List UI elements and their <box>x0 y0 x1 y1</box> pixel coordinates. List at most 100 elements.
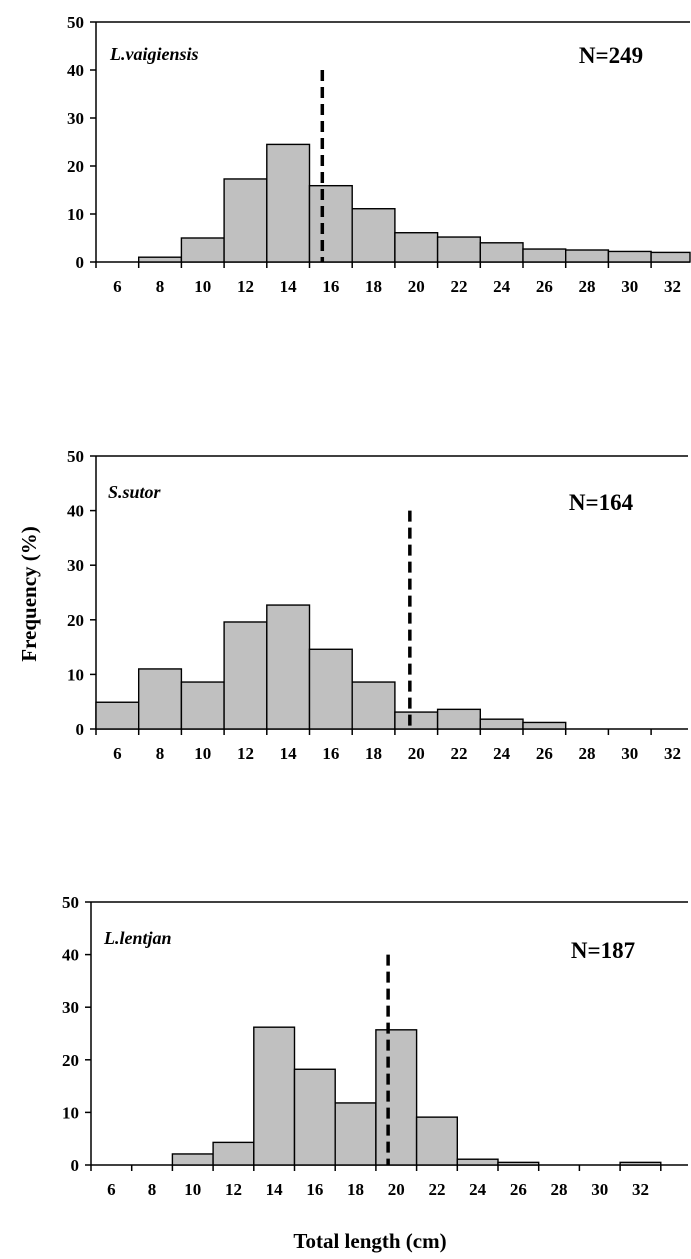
x-tick-label: 28 <box>579 277 596 296</box>
histogram-bar <box>607 250 652 263</box>
y-tick-label: 50 <box>62 893 79 912</box>
x-tick-label: 8 <box>156 744 165 763</box>
histogram-bar <box>436 236 482 263</box>
histogram-bar <box>180 681 225 730</box>
x-tick-label: 24 <box>493 277 511 296</box>
y-tick-label: 20 <box>62 1051 79 1070</box>
x-tick-label: 16 <box>322 744 339 763</box>
x-tick-label: 20 <box>388 1180 405 1199</box>
histogram-bar <box>394 711 439 730</box>
panel-l-lentjan: 0 10 20 30 40 50 6 8 10 12 14 16 18 20 22 24 26 28 30 32 L.l… <box>62 893 688 1199</box>
x-tick-label: 24 <box>493 744 511 763</box>
x-tick-label: 32 <box>664 277 681 296</box>
x-tick-label: 8 <box>148 1180 157 1199</box>
species-label: L.vaigiensis <box>109 44 199 64</box>
sample-size-label: N=187 <box>571 938 635 963</box>
x-tick-label: 30 <box>621 744 638 763</box>
histogram-bar <box>308 648 353 730</box>
x-tick-label: 14 <box>266 1180 284 1199</box>
histogram-bar <box>456 1158 499 1166</box>
x-tick-label: 28 <box>579 744 596 763</box>
histogram-bar <box>223 178 268 263</box>
y-tick-label: 10 <box>67 665 84 684</box>
histogram-bar <box>266 143 311 263</box>
y-tick-label: 30 <box>62 998 79 1017</box>
sample-size-label: N=164 <box>569 490 634 515</box>
x-tick-label: 6 <box>113 744 122 763</box>
y-tick-label: 40 <box>62 946 79 965</box>
x-tick-label: 30 <box>621 277 638 296</box>
x-tick-label: 26 <box>536 744 553 763</box>
x-tick-label: 14 <box>280 744 298 763</box>
x-tick-label: 28 <box>551 1180 568 1199</box>
histogram-bar <box>171 1153 214 1166</box>
histogram-bar <box>522 721 567 730</box>
histogram-bar <box>619 1161 662 1166</box>
y-tick-label: 0 <box>76 720 85 739</box>
x-tick-label: 16 <box>322 277 339 296</box>
histogram-bar <box>415 1116 459 1166</box>
x-tick-label: 20 <box>408 744 425 763</box>
histogram-bar <box>137 668 183 730</box>
histogram-bar <box>565 249 610 263</box>
histogram-bar <box>308 184 353 263</box>
x-tick-label: 32 <box>664 744 681 763</box>
y-tick-label: 40 <box>67 502 84 521</box>
x-tick-label: 22 <box>450 744 467 763</box>
histogram-bar <box>137 256 183 263</box>
histogram-bar <box>351 208 396 263</box>
histogram-bar <box>497 1161 540 1166</box>
x-tick-label: 22 <box>450 277 467 296</box>
x-tick-label: 18 <box>365 277 382 296</box>
x-tick-label: 24 <box>469 1180 487 1199</box>
histogram-bar <box>522 248 567 263</box>
histogram-bar <box>266 604 311 730</box>
x-tick-label: 10 <box>194 277 211 296</box>
x-tick-label: 18 <box>365 744 382 763</box>
histogram-bar <box>334 1102 377 1166</box>
x-tick-label: 12 <box>237 277 254 296</box>
x-tick-label: 10 <box>194 744 211 763</box>
histogram-bar <box>479 242 524 263</box>
x-tick-label: 18 <box>347 1180 364 1199</box>
histogram-bar <box>293 1068 336 1166</box>
histogram-bar <box>351 681 396 730</box>
y-tick-label: 50 <box>67 447 84 466</box>
y-tick-label: 20 <box>67 157 84 176</box>
histogram-bar <box>95 701 140 730</box>
y-tick-label: 40 <box>67 61 84 80</box>
species-label: L.lentjan <box>103 928 172 948</box>
y-tick-label: 30 <box>67 109 84 128</box>
histogram-bar <box>212 1141 255 1166</box>
histogram-bar <box>436 708 482 730</box>
species-label: S.sutor <box>108 482 162 502</box>
histogram-bar <box>394 232 439 263</box>
y-tick-label: 10 <box>62 1103 79 1122</box>
x-tick-label: 16 <box>306 1180 323 1199</box>
x-tick-label: 26 <box>536 277 553 296</box>
x-tick-label: 30 <box>591 1180 608 1199</box>
y-tick-label: 20 <box>67 611 84 630</box>
histogram-bar <box>375 1029 418 1166</box>
y-axis-title: Frequency (%) <box>17 526 41 662</box>
x-tick-label: 12 <box>225 1180 242 1199</box>
x-tick-label: 6 <box>107 1180 116 1199</box>
x-tick-label: 20 <box>408 277 425 296</box>
y-tick-label: 0 <box>71 1156 80 1175</box>
histogram-bar <box>650 251 691 263</box>
histogram-bar <box>223 621 268 730</box>
x-tick-label: 10 <box>184 1180 201 1199</box>
histogram-bar <box>180 237 225 263</box>
histogram-bar <box>253 1026 296 1166</box>
sample-size-label: N=249 <box>579 43 643 68</box>
y-tick-label: 50 <box>67 13 84 32</box>
y-tick-label: 30 <box>67 556 84 575</box>
y-tick-label: 10 <box>67 205 84 224</box>
x-tick-label: 22 <box>428 1180 445 1199</box>
x-tick-label: 8 <box>156 277 165 296</box>
x-tick-label: 32 <box>632 1180 649 1199</box>
x-tick-label: 12 <box>237 744 254 763</box>
x-tick-label: 14 <box>280 277 298 296</box>
panel-s-sutor: 0 10 20 30 40 50 6 8 10 12 14 16 18 20 22 24 26 28 30 32 S.s… <box>67 447 688 763</box>
